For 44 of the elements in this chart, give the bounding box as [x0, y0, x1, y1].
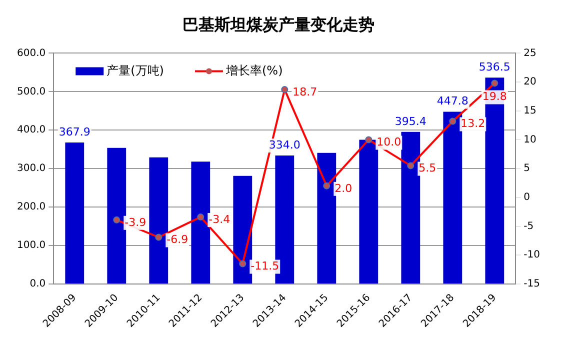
y2-tick-label: 20: [524, 76, 536, 88]
bar: [317, 152, 336, 284]
data-label: 447.8: [436, 94, 468, 108]
data-label: 18.7: [292, 85, 318, 98]
legend-label: 增长率(%): [224, 63, 283, 78]
y2-tick-label: 10: [524, 134, 536, 146]
bar: [191, 162, 210, 284]
bar: [233, 176, 252, 284]
y2-tick-label: -10: [524, 250, 540, 261]
bar: [485, 78, 504, 284]
y-tick-label: 500.0: [16, 86, 46, 98]
bar: [401, 132, 420, 284]
y-tick-label: 400.0: [16, 124, 46, 136]
data-label: 367.9: [58, 125, 90, 138]
data-label: -3.9: [124, 216, 146, 229]
data-label: 13.2: [460, 117, 486, 130]
bar: [149, 157, 168, 284]
y-tick-label: 300.0: [16, 163, 46, 174]
data-label: 10.0: [376, 136, 402, 149]
y2-tick-label: -15: [524, 278, 540, 290]
data-label: 536.5: [478, 60, 510, 74]
legend-label: 产量(万吨): [106, 63, 164, 78]
chart-title: 巴基斯坦煤炭产量变化走势: [182, 14, 374, 34]
data-label: 334.0: [268, 138, 300, 152]
data-label: -6.9: [166, 233, 188, 246]
y-tick-label: 0.0: [30, 278, 46, 290]
data-label: -11.5: [250, 260, 280, 273]
bar: [65, 142, 84, 284]
y2-tick-label: 5: [524, 163, 530, 174]
y2-tick-label: 25: [524, 48, 536, 59]
y2-tick-label: 15: [524, 105, 536, 116]
y-tick-label: 600.0: [16, 48, 46, 59]
y-tick-label: 200.0: [16, 202, 46, 213]
bar: [107, 148, 126, 284]
data-label: 2.0: [334, 182, 352, 195]
data-label: -3.4: [208, 212, 230, 226]
data-label: 19.8: [482, 90, 507, 104]
data-label: 395.4: [394, 114, 426, 128]
bar: [443, 112, 462, 284]
y-tick-label: 100.0: [16, 240, 46, 252]
bar: [359, 140, 378, 284]
y2-tick-label: -5: [524, 220, 534, 232]
y2-tick-label: 0: [524, 192, 530, 204]
data-label: 5.5: [418, 162, 436, 175]
